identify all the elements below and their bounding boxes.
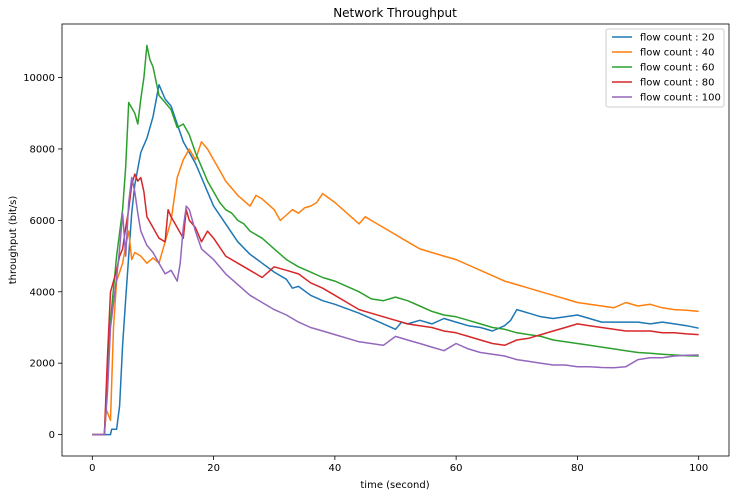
series-line-5 bbox=[92, 176, 699, 436]
x-tick-label: 20 bbox=[207, 463, 220, 474]
series-line-2 bbox=[92, 141, 699, 436]
series-line-3 bbox=[92, 44, 699, 436]
legend-label: flow count : 100 bbox=[640, 93, 721, 104]
x-axis-ticks: 0 20 40 60 80 100 bbox=[89, 456, 708, 474]
y-tick-label: 0 bbox=[49, 430, 55, 441]
x-axis-label: time (second) bbox=[360, 480, 429, 491]
x-tick-label: 40 bbox=[328, 463, 341, 474]
series-lines bbox=[92, 44, 699, 436]
y-tick-label: 8000 bbox=[30, 144, 55, 155]
y-axis-ticks: 0 2000 4000 6000 8000 10000 bbox=[23, 73, 62, 441]
legend-label: flow count : 80 bbox=[640, 78, 714, 89]
y-tick-label: 2000 bbox=[30, 359, 55, 370]
x-tick-label: 80 bbox=[571, 463, 584, 474]
y-axis-label: throughput (bit/s) bbox=[8, 196, 19, 285]
legend-box bbox=[605, 28, 725, 108]
x-tick-label: 100 bbox=[689, 463, 708, 474]
y-tick-label: 10000 bbox=[23, 73, 55, 84]
x-tick-label: 60 bbox=[450, 463, 463, 474]
plot-frame bbox=[61, 23, 730, 457]
chart-title: Network Throughput bbox=[333, 6, 457, 20]
series-line-1 bbox=[92, 83, 699, 436]
x-tick-label: 0 bbox=[89, 463, 95, 474]
y-tick-label: 6000 bbox=[30, 216, 55, 227]
legend-label: flow count : 40 bbox=[640, 48, 714, 59]
legend-label: flow count : 20 bbox=[640, 33, 714, 44]
y-tick-label: 4000 bbox=[30, 287, 55, 298]
legend: flow count : 20 flow count : 40 flow count… bbox=[605, 28, 725, 108]
legend-label: flow count : 60 bbox=[640, 63, 714, 74]
series-line-4 bbox=[92, 173, 699, 436]
